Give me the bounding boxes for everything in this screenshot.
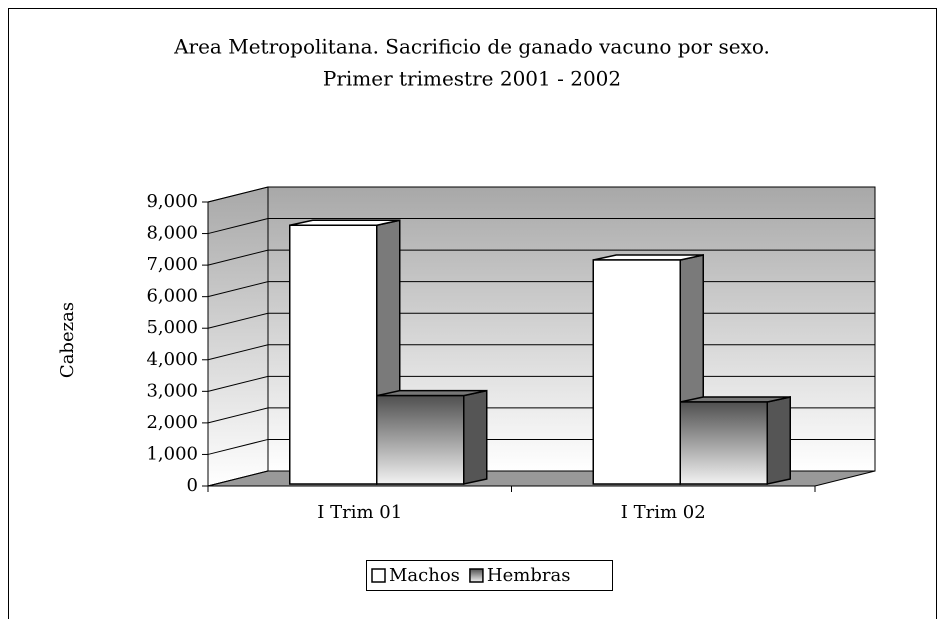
- chart-title: Area Metropolitana. Sacrificio de ganado…: [173, 35, 770, 59]
- y-tick-label: 6,000: [146, 286, 198, 307]
- grid-line: [207, 249, 875, 266]
- grid-line: [207, 218, 875, 235]
- legend: [366, 560, 613, 591]
- y-tick-label: 0: [187, 475, 198, 496]
- y-tick-label: 8,000: [146, 223, 198, 244]
- bar-side: [463, 389, 488, 485]
- x-tick-label: I Trim 01: [317, 502, 402, 523]
- chart-subtitle: Primer trimestre 2001 - 2002: [323, 67, 621, 91]
- bar: [376, 389, 488, 485]
- bar-front: [679, 401, 768, 485]
- legend-swatch: [469, 568, 484, 583]
- bar-front: [592, 259, 681, 485]
- grid-line: [207, 186, 875, 203]
- x-tick-label: I Trim 02: [621, 502, 706, 523]
- y-tick-label: 7,000: [146, 254, 198, 275]
- y-tick-label: 3,000: [146, 380, 198, 401]
- bar: [679, 396, 791, 485]
- y-tick-label: 2,000: [146, 412, 198, 433]
- bar-front: [376, 394, 465, 485]
- y-tick-label: 5,000: [146, 317, 198, 338]
- legend-swatch: [371, 568, 386, 583]
- legend-label: Machos: [389, 565, 460, 586]
- y-tick-label: 4,000: [146, 349, 198, 370]
- bar-front: [289, 224, 378, 485]
- side-wall: [207, 186, 269, 487]
- frame: [8, 8, 937, 619]
- legend-label: Hembras: [487, 565, 571, 586]
- y-tick-label: 9,000: [146, 191, 198, 212]
- y-tick-label: 1,000: [146, 443, 198, 464]
- bar-side: [766, 396, 791, 485]
- y-axis-title: Cabezas: [57, 302, 78, 378]
